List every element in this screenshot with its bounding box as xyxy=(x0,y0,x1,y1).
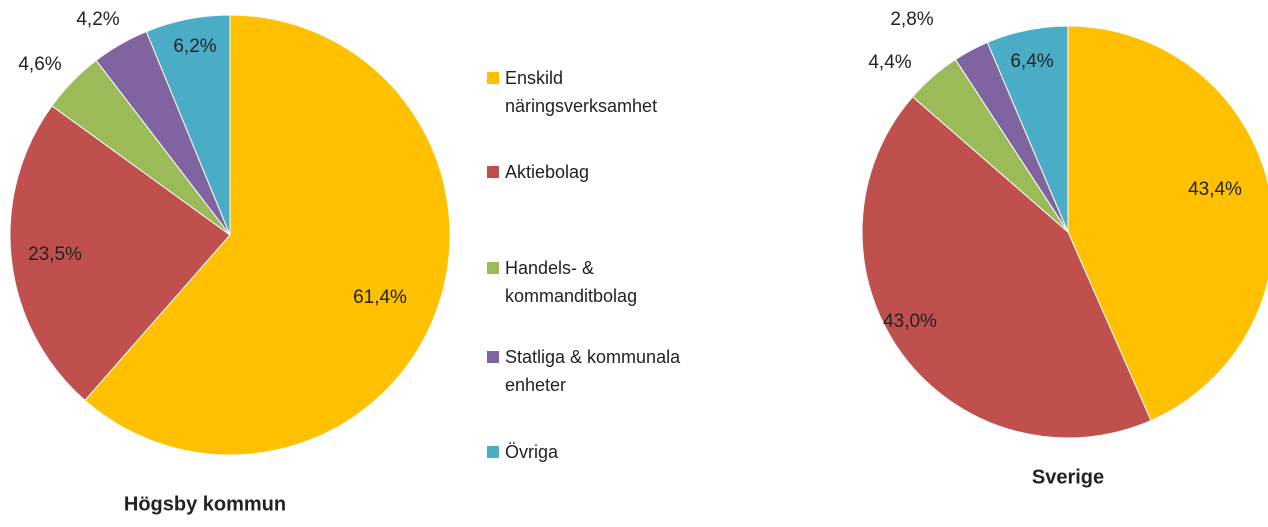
chart-title: Högsby kommun xyxy=(124,493,286,515)
chart-title: Sverige xyxy=(1032,466,1104,488)
legend-label: Aktiebolag xyxy=(505,162,590,182)
legend-swatch xyxy=(487,262,499,274)
legend-label: Handels- & kommanditbolag xyxy=(505,258,638,306)
pie-slice xyxy=(986,25,1069,233)
data-label: 2,8% xyxy=(890,9,933,30)
pie-slice xyxy=(861,96,1152,439)
legend-swatch xyxy=(487,72,499,84)
data-label: 4,4% xyxy=(868,52,911,73)
data-label: 6,2% xyxy=(173,36,216,57)
legend-label: Övriga xyxy=(505,442,559,462)
legend-label: Enskild näringsverksamhet xyxy=(505,68,658,116)
data-label: 23,5% xyxy=(28,244,82,265)
data-label: 43,0% xyxy=(883,311,937,332)
legend-item: Övriga xyxy=(487,438,717,466)
legend-item: Aktiebolag xyxy=(487,158,717,186)
legend-item: Enskild näringsverksamhet xyxy=(487,64,717,120)
pie-slice xyxy=(145,14,231,236)
data-label: 61,4% xyxy=(353,287,407,308)
pie-slice xyxy=(84,14,451,456)
legend-swatch xyxy=(487,446,499,458)
legend-swatch xyxy=(487,166,499,178)
legend-item: Statliga & kommunala enheter xyxy=(487,343,717,399)
data-label: 4,2% xyxy=(76,9,119,30)
pie-slice xyxy=(9,105,231,402)
pie-slice xyxy=(1067,25,1268,422)
data-label: 4,6% xyxy=(18,54,61,75)
legend-item: Handels- & kommanditbolag xyxy=(487,254,717,310)
legend-label: Statliga & kommunala enheter xyxy=(505,347,681,395)
data-label: 43,4% xyxy=(1188,179,1242,200)
data-label: 6,4% xyxy=(1010,51,1053,72)
legend-swatch xyxy=(487,351,499,363)
